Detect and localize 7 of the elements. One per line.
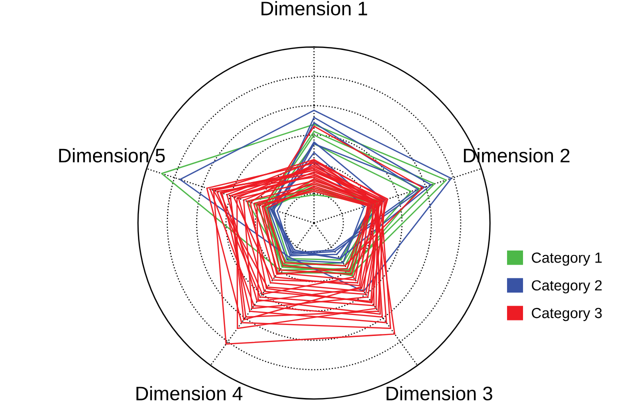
legend-label: Category 2 bbox=[532, 280, 602, 294]
legend-label: Category 3 bbox=[532, 308, 602, 322]
spoke-label: Dimension 1 bbox=[262, 1, 368, 16]
spoke-label: Dimension 4 bbox=[136, 386, 242, 400]
legend-label: Category 1 bbox=[532, 252, 602, 266]
spoke-label: Dimension 3 bbox=[386, 386, 492, 400]
spoke-label: Dimension 5 bbox=[59, 148, 165, 162]
